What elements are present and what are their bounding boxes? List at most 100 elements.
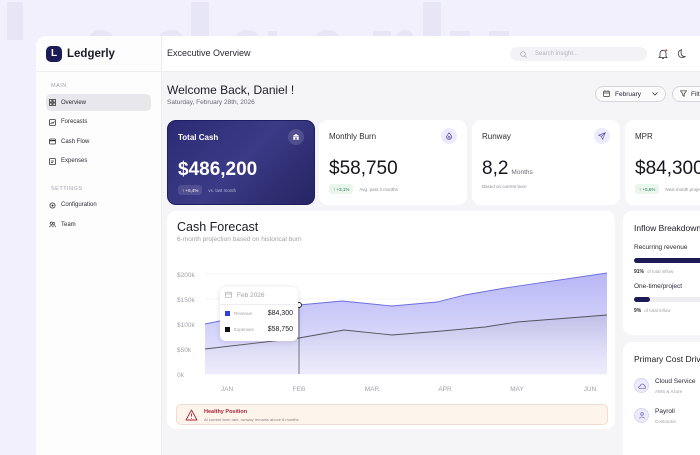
trend-badge: ↑ +5,6% [635, 184, 660, 194]
cash-forecast-chart[interactable]: $200k $150k $100k $50k 0k [167, 211, 615, 401]
kpi-card-total-cash[interactable]: Total Cash $486,200 ↑ +6,4% vs. last mon… [167, 120, 315, 205]
kpi-title: Total Cash [178, 133, 219, 142]
kpi-card-monthly-burn[interactable]: Monthly Burn $58,750 ↑ +3,1% Avg. past 3… [319, 120, 467, 205]
svg-text:FEB: FEB [293, 386, 306, 393]
app-window: L Ledgerly MAIN Overview Forecasts [36, 36, 700, 455]
cost-driver-cloud[interactable]: Cloud Service AWS & Azure [634, 378, 695, 394]
gear-icon [49, 202, 56, 209]
svg-text:$200k: $200k [177, 272, 195, 279]
runway-unit: Months [511, 169, 533, 176]
expenses-line [204, 314, 608, 350]
tooltip-row-expenses: Expenses $58,750 [220, 322, 298, 337]
dark-mode-moon-icon[interactable] [675, 47, 687, 59]
svg-text:JUN: JUN [584, 386, 597, 393]
main-content: Welcome Back, Daniel ! Saturday, Februar… [162, 72, 700, 455]
tooltip-value: $84,300 [267, 310, 293, 317]
month-selector[interactable]: February [595, 86, 666, 102]
warning-triangle-icon [185, 408, 198, 426]
svg-text:$150k: $150k [177, 297, 195, 304]
sidebar-item-label: Overview [61, 99, 87, 106]
welcome-heading: Welcome Back, Daniel ! [167, 83, 295, 97]
sidebar-item-label: Team [61, 221, 76, 228]
flame-icon [441, 128, 457, 144]
chart-subtitle: 6-month projection based on historical b… [177, 236, 302, 243]
sidebar-item-label: Configuration [61, 202, 97, 208]
healthy-position-alert: Healthy Position At current burn rate, r… [176, 404, 608, 425]
bank-icon [288, 129, 304, 145]
sidebar-item-configuration[interactable]: Configuration [46, 197, 151, 214]
alert-title: Healthy Position [204, 409, 248, 415]
card-title: Inflow Breakdown [634, 223, 700, 233]
kpi-value: $84,300 [635, 158, 700, 179]
sidebar-item-cash-flow[interactable]: Cash Flow [46, 133, 151, 150]
svg-text:$50k: $50k [177, 347, 192, 354]
cost-driver-payroll[interactable]: Payroll Contractor [634, 408, 676, 424]
svg-text:$100k: $100k [177, 322, 195, 329]
percent-note: of total inflow [647, 269, 674, 274]
grid-icon [49, 99, 56, 106]
cost-sub: AWS & Azure [655, 389, 683, 394]
svg-text:0k: 0k [177, 372, 185, 379]
recurring-revenue-bar [634, 258, 700, 263]
sidebar-item-label: Expenses [61, 158, 88, 164]
sidebar-item-team[interactable]: Team [46, 216, 151, 233]
percent-value: 91% [634, 269, 645, 275]
notification-bell-icon[interactable] [657, 47, 669, 59]
svg-text:JAN: JAN [221, 386, 234, 393]
tooltip-label: Revenue [234, 311, 253, 316]
current-date: Saturday, February 28th, 2026 [167, 99, 255, 106]
filter-button[interactable]: Filter [672, 86, 700, 102]
primary-cost-drivers-card: Primary Cost Drivers Cloud Service AWS &… [623, 342, 700, 455]
topbar: Excecutive Overview Search insight... [162, 36, 700, 72]
sidebar-item-overview[interactable]: Overview [46, 94, 151, 111]
page-title: Excecutive Overview [167, 48, 251, 58]
kpi-note: vs. last month [208, 187, 237, 193]
x-axis-labels: JAN FEB MAR APR MAY JUN [221, 386, 597, 393]
kpi-value: $58,750 [329, 158, 398, 179]
cost-sub: Contractor [655, 419, 677, 424]
logo-icon: L [46, 45, 62, 62]
kpi-value: $486,200 [178, 159, 258, 180]
tooltip-row-revenue: Revenue $84,300 [220, 306, 298, 321]
kpi-title: Monthly Burn [329, 132, 377, 141]
background-watermark [0, 0, 700, 40]
y-axis-labels: $200k $150k $100k $50k 0k [177, 272, 195, 379]
search-input[interactable]: Search insight... [510, 47, 647, 61]
chevron-down-icon [652, 91, 658, 98]
alert-message: At current burn rate, runway remains abo… [204, 417, 300, 422]
search-icon [520, 45, 527, 63]
chart-tooltip: Feb 2026 Revenue $84,300 Expenses $58,75… [220, 287, 298, 341]
send-icon [594, 128, 610, 144]
kpi-value: 8,2 Months [482, 158, 533, 180]
cash-forecast-card: Cash Forecast 6-month projection based o… [167, 211, 615, 429]
inflow-label: One-time/project [634, 283, 683, 290]
filter-label: Filter [691, 90, 700, 98]
sidebar-item-label: Forecasts [61, 119, 88, 125]
inflow-percent: 91% of total inflow [634, 269, 673, 275]
receipt-icon [49, 157, 56, 165]
kpi-title: MPR [635, 132, 653, 141]
calendar-icon [603, 89, 610, 99]
cost-name: Cloud Service [655, 378, 696, 385]
revenue-line [204, 272, 608, 325]
sidebar-item-forecasts[interactable]: Forecasts [46, 114, 151, 131]
brand[interactable]: L Ledgerly [36, 36, 161, 72]
kpi-title: Runway [482, 132, 511, 141]
kpi-card-mpr[interactable]: MPR $84,300 ↑ +5,6% Next month projectio… [625, 120, 700, 205]
search-placeholder: Search insight... [535, 51, 579, 57]
card-title: Primary Cost Drivers [634, 354, 700, 364]
people-icon [634, 408, 649, 423]
sidebar-item-expenses[interactable]: Expenses [46, 153, 151, 170]
one-time-project-bar [634, 297, 700, 302]
chart-icon [49, 118, 56, 126]
users-icon [49, 221, 56, 228]
sidebar-section-settings: SETTINGS [51, 185, 83, 192]
sidebar-section-main: MAIN [51, 83, 67, 89]
month-selector-value: February [615, 90, 642, 98]
expenses-swatch [225, 327, 230, 332]
percent-note: of total inflow [644, 308, 671, 313]
kpi-card-runway[interactable]: Runway 8,2 Months Based on current burn [472, 120, 620, 205]
inflow-percent: 9% of total inflow [634, 308, 671, 314]
kpi-note: Next month projection [665, 186, 700, 192]
inflow-breakdown-card: Inflow Breakdown Recurring revenue 91% of… [623, 211, 700, 335]
